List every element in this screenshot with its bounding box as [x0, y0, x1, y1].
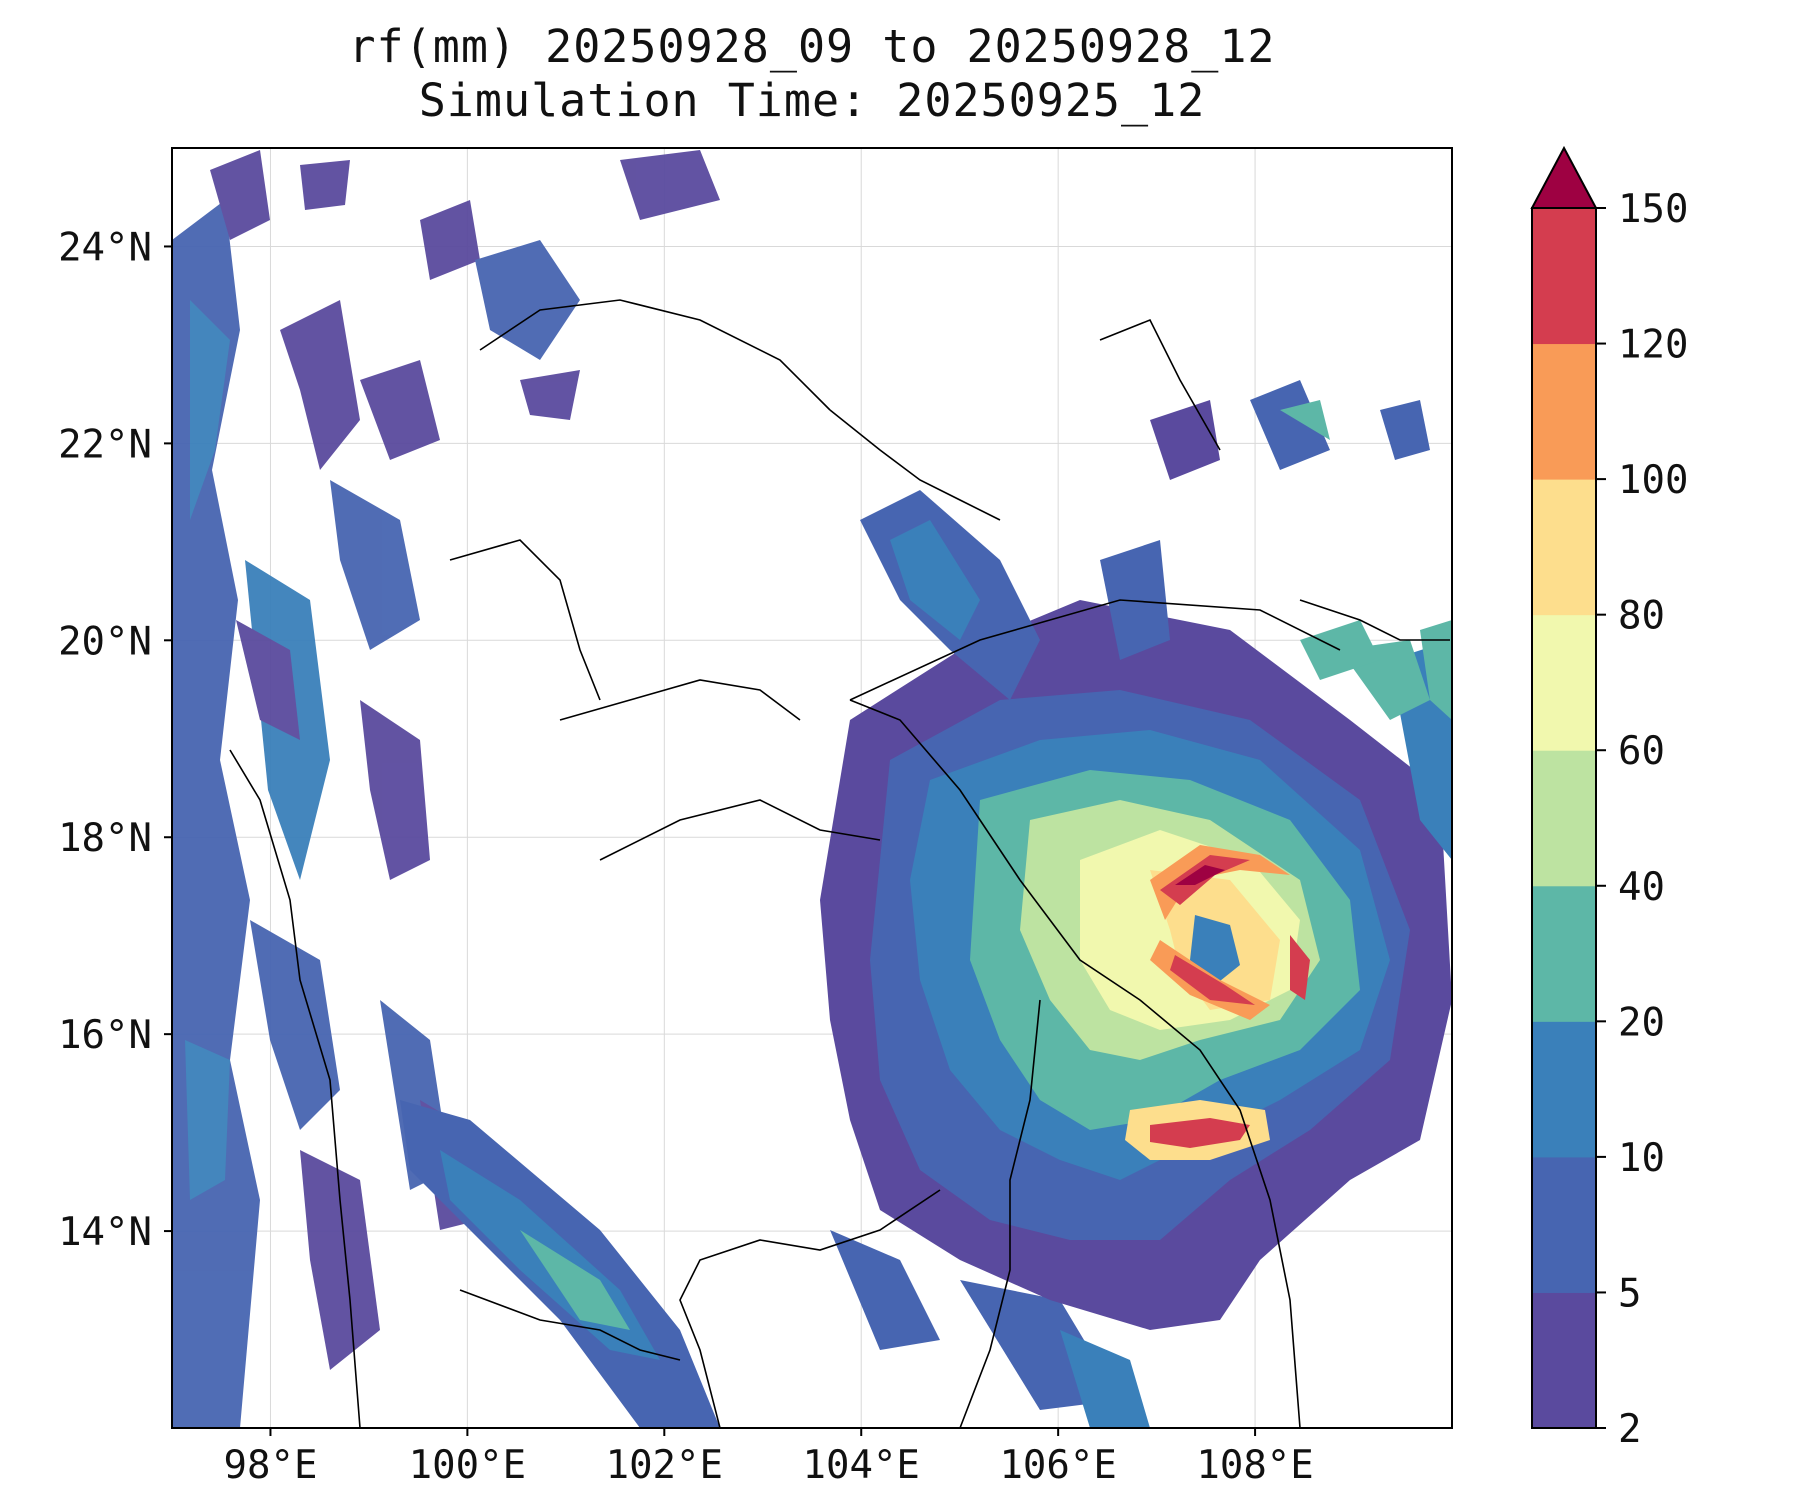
colorbar-tick-label: 2 — [1618, 1407, 1641, 1452]
colorbar-band — [1532, 1292, 1596, 1429]
colorbar-extend-arrow — [1530, 145, 1598, 209]
colorbar-frame — [1531, 207, 1597, 1429]
colorbar-band — [1532, 1156, 1596, 1293]
lon-tick-label: 102°E — [606, 1443, 723, 1488]
lat-tick-label: 20°N — [58, 619, 152, 664]
colorbar-tick-label: 5 — [1618, 1271, 1641, 1316]
colorbar-band — [1532, 479, 1596, 616]
rainfall-field-storm — [820, 600, 1452, 1330]
colorbar-band — [1532, 208, 1596, 345]
colorbar-tick-label: 40 — [1618, 865, 1665, 910]
lat-tick-label: 16°N — [58, 1013, 152, 1058]
colorbar-tick-label: 100 — [1618, 458, 1688, 503]
colorbar-band — [1532, 885, 1596, 1022]
colorbar-band — [1532, 614, 1596, 751]
lon-tick-label: 100°E — [409, 1443, 526, 1488]
title-line-1: rf(mm) 20250928_09 to 20250928_12 — [348, 20, 1276, 73]
lat-tick-label: 18°N — [58, 816, 152, 861]
map-area — [172, 148, 1452, 1428]
colorbar-tick-label: 80 — [1618, 594, 1665, 639]
lon-tick-label: 106°E — [999, 1443, 1116, 1488]
colorbar-tick-label: 60 — [1618, 729, 1665, 774]
colorbar-band — [1532, 343, 1596, 480]
title-line-2: Simulation Time: 20250925_12 — [418, 74, 1206, 127]
lat-tick-label: 24°N — [58, 225, 152, 270]
map-frame — [171, 147, 1453, 1429]
lon-tick-label: 104°E — [803, 1443, 920, 1488]
colorbar-tick-label: 10 — [1618, 1136, 1665, 1181]
lat-tick-label: 22°N — [58, 422, 152, 467]
rainfall-field-west — [172, 150, 720, 1428]
lon-tick-label: 108°E — [1196, 1443, 1313, 1488]
boundaries — [229, 299, 1450, 1428]
colorbar-band — [1532, 1021, 1596, 1158]
colorbar-tick-label: 150 — [1618, 187, 1688, 232]
figure-title: rf(mm) 20250928_09 to 20250928_12 Simula… — [172, 20, 1452, 128]
colorbar-band — [1532, 750, 1596, 887]
colorbar-tick-label: 120 — [1618, 323, 1688, 368]
colorbar: 2 5 10 20 40 60 80 100 120 150 — [1530, 145, 1688, 1452]
rainfall-field-north — [860, 380, 1452, 720]
latitude-axis: 14°N 16°N 18°N 20°N 22°N 24°N — [58, 225, 172, 1255]
lat-tick-label: 14°N — [58, 1210, 152, 1255]
colorbar-tick-label: 20 — [1618, 1000, 1665, 1045]
lon-tick-label: 98°E — [224, 1443, 318, 1488]
longitude-axis: 98°E 100°E 102°E 104°E 106°E 108°E — [224, 1428, 1314, 1488]
